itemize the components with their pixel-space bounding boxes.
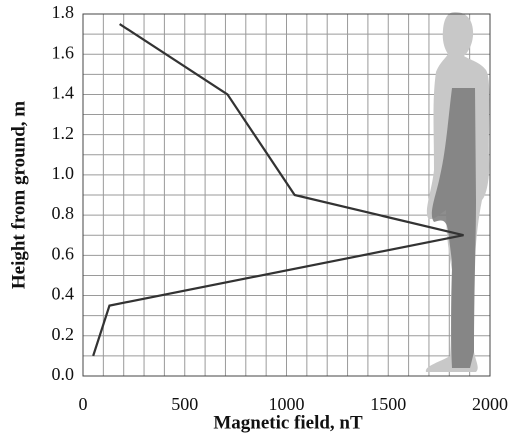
y-tick-label: 0.4: [52, 284, 75, 304]
y-tick-label: 0.6: [52, 243, 75, 263]
y-tick-label: 0.8: [52, 203, 75, 223]
x-tick-label: 500: [171, 394, 198, 414]
x-tick-label: 1500: [370, 394, 406, 414]
human-figure: [425, 12, 490, 372]
y-tick-label: 1.0: [52, 163, 75, 183]
plot-frame: [82, 13, 491, 377]
y-axis-title: Height from ground, m: [8, 101, 29, 289]
y-tick-label: 0.2: [52, 324, 75, 344]
x-tick-label: 1000: [269, 394, 305, 414]
y-tick-label: 1.4: [52, 83, 75, 103]
y-tick-label: 1.6: [52, 42, 75, 62]
x-tick-label: 0: [79, 394, 88, 414]
human-shade: [431, 88, 476, 368]
y-tick-label: 1.2: [52, 123, 75, 143]
y-tick-label: 1.8: [52, 2, 75, 22]
data-line: [92, 23, 464, 357]
x-axis-title: Magnetic field, nT: [213, 412, 363, 433]
x-tick-label: 2000: [472, 394, 508, 414]
y-tick-label: 0.0: [52, 364, 75, 384]
